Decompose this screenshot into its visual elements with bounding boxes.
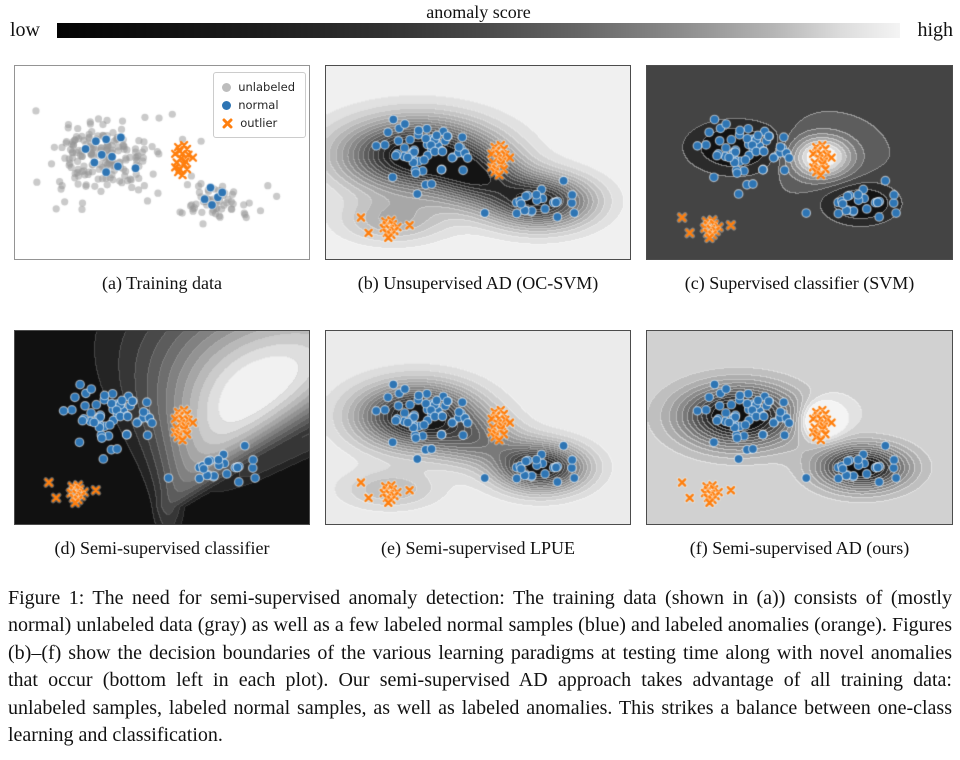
figure-panel-f: (f) Semi-supervised AD (ours) <box>646 330 953 559</box>
figure-caption: Figure 1: The need for semi-supervised a… <box>8 587 952 747</box>
figure-row-1: unlabeled normal outlier (a) Training da… <box>14 65 953 294</box>
subcaption-d: (d) Semi-supervised classifier <box>54 538 270 558</box>
legend-item-unlabeled: unlabeled <box>222 78 295 96</box>
figure-row-2: (d) Semi-supervised classifier (e) Semi-… <box>14 330 953 559</box>
colorbar-title: anomaly score <box>426 2 531 22</box>
figure-panel-a: unlabeled normal outlier (a) Training da… <box>14 65 310 294</box>
subcaption-e: (e) Semi-supervised LPUE <box>381 538 575 558</box>
legend-label-normal: normal <box>238 98 279 112</box>
subcaption-c: (c) Supervised classifier (SVM) <box>684 273 915 293</box>
subcaption-f: (f) Semi-supervised AD (ours) <box>689 538 910 558</box>
panel-f-plot <box>646 330 953 525</box>
figure-panel-d: (d) Semi-supervised classifier <box>14 330 310 559</box>
panel-b-plot <box>325 65 631 260</box>
subcaption-a: (a) Training data <box>102 273 222 293</box>
colorbar-high-label: high <box>917 19 953 41</box>
legend-item-outlier: outlier <box>222 114 295 132</box>
panel-c-plot <box>646 65 953 260</box>
legend-item-normal: normal <box>222 96 295 114</box>
colorbar-gradient <box>57 23 900 38</box>
unlabeled-marker-icon <box>222 82 232 92</box>
normal-marker-icon <box>222 100 232 110</box>
panel-e-plot <box>325 330 631 525</box>
subcaption-b: (b) Unsupervised AD (OC-SVM) <box>357 273 599 293</box>
outlier-x-marker-icon <box>222 118 233 128</box>
colorbar-low-label: low <box>10 19 40 41</box>
figure-panel-c: (c) Supervised classifier (SVM) <box>646 65 953 294</box>
figure-panel-e: (e) Semi-supervised LPUE <box>325 330 631 559</box>
panel-d-plot <box>14 330 310 525</box>
legend-box: unlabeled normal outlier <box>213 72 306 138</box>
legend-label-unlabeled: unlabeled <box>238 80 295 94</box>
legend-label-outlier: outlier <box>240 116 278 130</box>
figure-panel-b: (b) Unsupervised AD (OC-SVM) <box>325 65 631 294</box>
